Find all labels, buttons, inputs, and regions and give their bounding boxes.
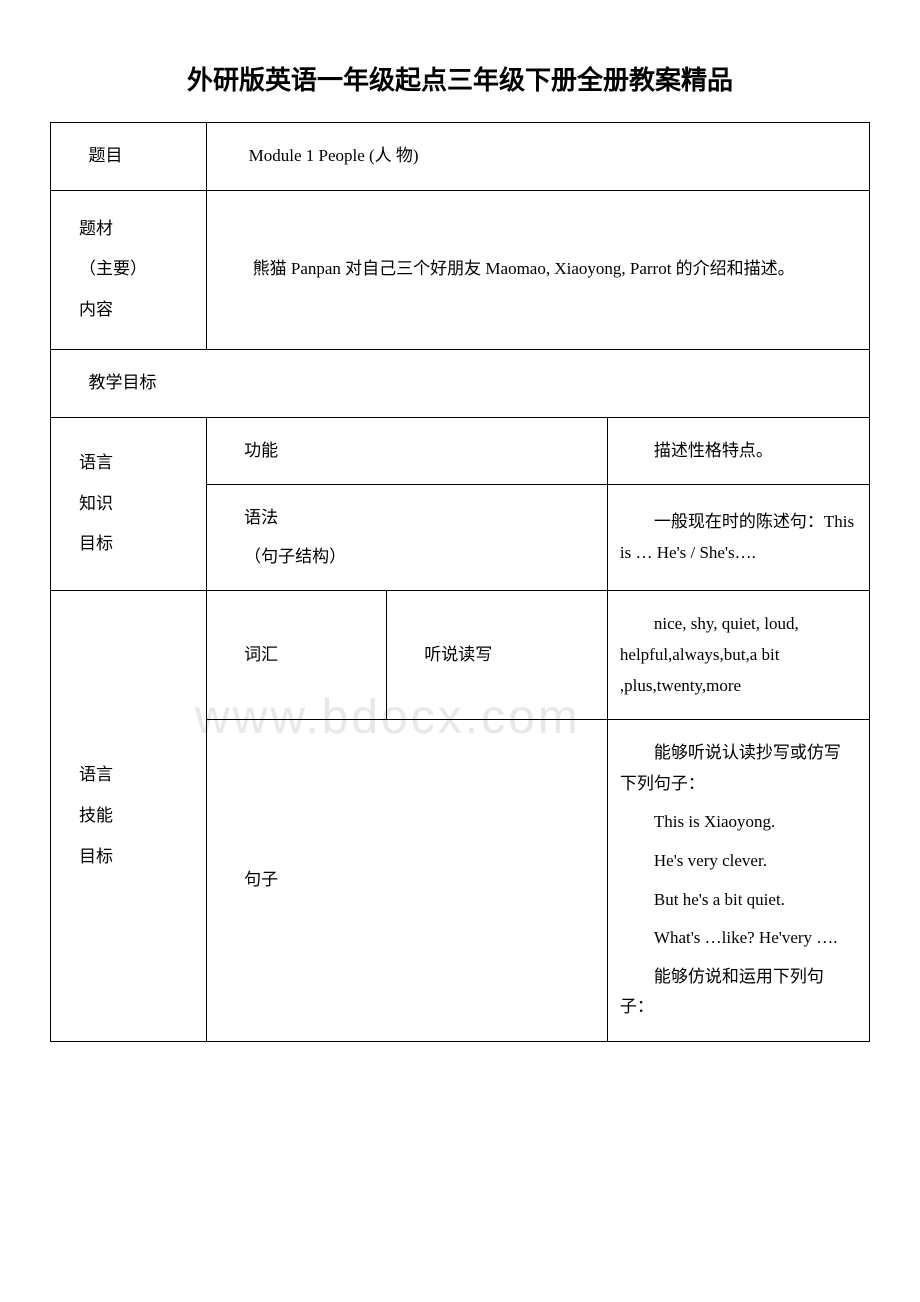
cell-vocab-value: nice, shy, quiet, loud, helpful,always,b… [607,591,869,720]
table-row: 题目 Module 1 People (人 物) [51,123,870,191]
cell-text: 题材 [79,209,194,250]
cell-text: 描述性格特点。 [620,436,857,467]
cell-text: 能够仿说和运用下列句子： [620,962,857,1023]
cell-text: 目标 [79,837,194,878]
cell-text: 语言 [79,443,194,484]
table-row: 语言 知识 目标 功能 描述性格特点。 [51,417,870,485]
cell-text: nice, shy, quiet, loud, helpful,always,b… [620,609,857,701]
cell-text: 词汇 [219,640,374,671]
cell-sentence-label: 句子 [206,720,607,1042]
cell-text: 题目 [63,141,194,172]
cell-text: 语言 [79,755,194,796]
cell-text: But he's a bit quiet. [620,885,857,916]
page-title: 外研版英语一年级起点三年级下册全册教案精品 [50,60,870,97]
table-row: 题材 （主要） 内容 熊猫 Panpan 对自己三个好朋友 Maomao, Xi… [51,190,870,349]
cell-text: 句子 [219,865,595,896]
cell-grammar-value: 一般现在时的陈述句：This is … He's / She's…. [607,485,869,591]
cell-text: 内容 [79,290,194,331]
cell-text: （主要） [79,249,194,290]
table-row: 教学目标 [51,349,870,417]
cell-text: 一般现在时的陈述句：This is … He's / She's…. [620,507,857,568]
cell-sentence-value: 能够听说认读抄写或仿写下列句子： This is Xiaoyong. He's … [607,720,869,1042]
cell-function-label: 功能 [206,417,607,485]
cell-function-value: 描述性格特点。 [607,417,869,485]
cell-vocab-label: 词汇 [206,591,386,720]
cell-grammar-label: 语法 （句子结构） [206,485,607,591]
cell-theme-value: 熊猫 Panpan 对自己三个好朋友 Maomao, Xiaoyong, Par… [206,190,869,349]
cell-text: 能够听说认读抄写或仿写下列句子： [620,738,857,799]
cell-text: Module 1 People (人 物) [219,141,857,172]
cell-text: 技能 [79,796,194,837]
cell-text: 教学目标 [63,368,857,399]
cell-teaching-goal: 教学目标 [51,349,870,417]
lesson-plan-table: 题目 Module 1 People (人 物) 题材 （主要） 内容 熊猫 P… [50,122,870,1042]
cell-text: 熊猫 Panpan 对自己三个好朋友 Maomao, Xiaoyong, Par… [219,254,857,285]
cell-text: What's …like? He'very …. [620,923,857,954]
cell-vocab-mid: 听说读写 [386,591,607,720]
cell-language-skill-label: 语言 技能 目标 [51,591,207,1042]
cell-theme-label: 题材 （主要） 内容 [51,190,207,349]
cell-language-knowledge-label: 语言 知识 目标 [51,417,207,591]
cell-text: 听说读写 [399,640,595,671]
cell-text: （句子结构） [219,542,595,573]
cell-text: 目标 [79,524,194,565]
cell-text: This is Xiaoyong. [620,807,857,838]
cell-text: He's very clever. [620,846,857,877]
cell-text: 知识 [79,484,194,525]
cell-topic-value: Module 1 People (人 物) [206,123,869,191]
cell-text: 语法 [219,503,595,534]
table-row: 语言 技能 目标 词汇 听说读写 nice, shy, quiet, loud,… [51,591,870,720]
cell-topic-label: 题目 [51,123,207,191]
cell-text: 功能 [219,436,595,467]
